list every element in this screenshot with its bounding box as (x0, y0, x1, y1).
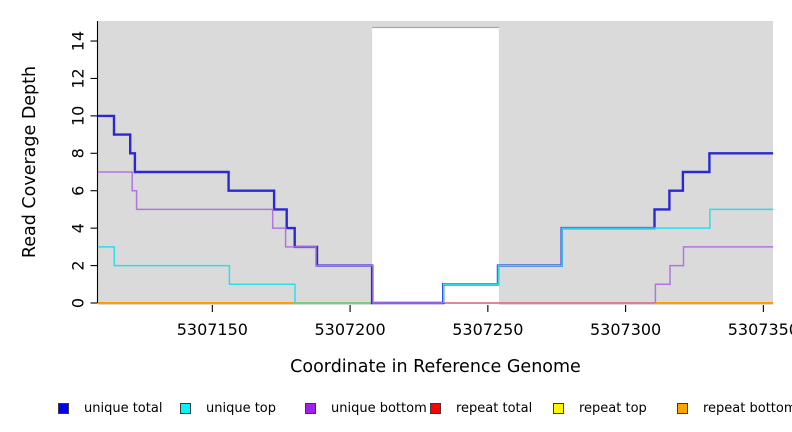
series-unique-bottom-left (98, 171, 444, 304)
legend-swatch-icon (677, 402, 688, 414)
legend-swatch-icon (58, 402, 69, 414)
y-tick-label: 0 (69, 298, 88, 308)
y-tick-label: 14 (69, 31, 88, 51)
y-tick-label: 12 (69, 68, 88, 88)
y-tick-label: 6 (69, 186, 88, 196)
x-tick-label: 5307250 (452, 320, 523, 339)
legend-swatch-icon (430, 402, 441, 414)
legend-label: repeat total (456, 400, 533, 416)
series-unique-top-right (442, 208, 773, 303)
x-tick-label: 5307150 (177, 320, 248, 339)
series-unique-top-left (98, 246, 296, 303)
legend-item-unique-top: unique top (180, 399, 276, 417)
y-tick-label: 4 (69, 223, 88, 233)
y-tick-label: 2 (69, 260, 88, 270)
legend-swatch-icon (305, 402, 316, 414)
series-unique-bottom-right (654, 246, 773, 303)
x-tick-label: 5307200 (314, 320, 385, 339)
legend-swatch-icon (180, 402, 191, 414)
legend-label: unique top (206, 400, 277, 416)
y-tick-label: 8 (69, 148, 88, 158)
legend-item-repeat-total: repeat total (430, 399, 532, 417)
legend-item-repeat-top: repeat top (553, 399, 647, 417)
legend-item-repeat-bottom: repeat bottom (677, 399, 792, 417)
y-axis-title: Read Coverage Depth (20, 65, 40, 259)
legend-swatch-icon (553, 402, 564, 414)
legend: unique total unique top unique bottom repea… (0, 399, 792, 417)
x-tick-label: 5307350 (728, 320, 792, 339)
legend-label: repeat bottom (703, 400, 792, 416)
x-axis-title: Coordinate in Reference Genome (290, 357, 581, 377)
legend-label: unique total (84, 400, 163, 416)
legend-label: unique bottom (331, 400, 427, 416)
y-tick-label: 10 (69, 106, 88, 126)
legend-label: repeat top (579, 400, 647, 416)
legend-item-unique-total: unique total (58, 399, 162, 417)
legend-item-unique-bottom: unique bottom (305, 399, 427, 417)
no-data-gap-region (372, 28, 499, 305)
x-tick-label: 5307300 (590, 320, 661, 339)
